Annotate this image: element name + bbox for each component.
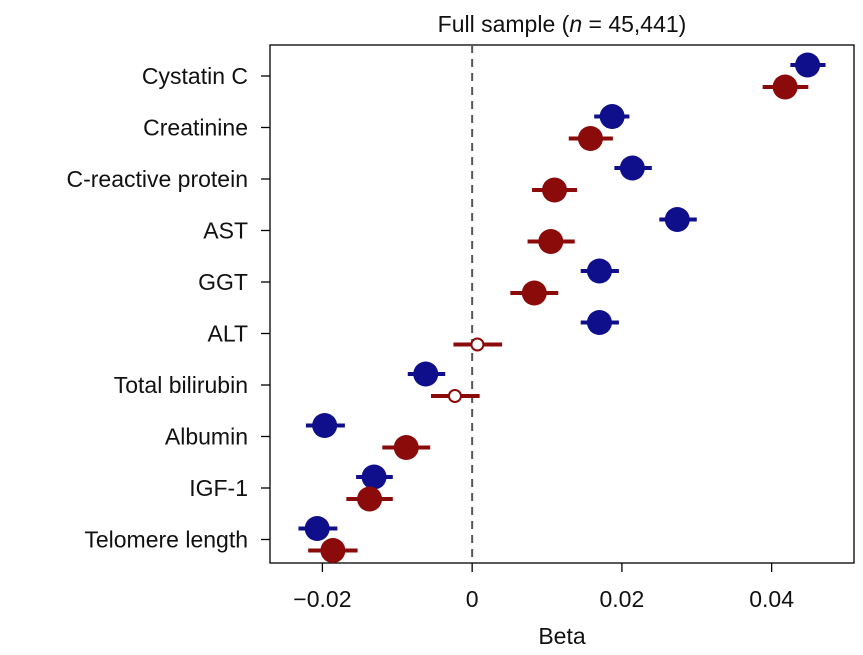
point-marker [542,177,568,203]
data-point [568,126,613,151]
data-point [790,52,826,78]
x-axis-title: Beta [538,623,586,649]
point-marker [413,361,439,387]
y-tick-label: Cystatin C [142,63,248,89]
point-marker [772,74,798,100]
data-point [453,337,503,352]
plot-frame [269,44,855,564]
x-axis: −0.02 0 0.02 0.04 [293,563,794,612]
data-point [356,464,393,490]
y-tick-label: Telomere length [84,527,248,553]
point-marker [357,486,383,512]
point-marker [521,280,547,306]
y-tick-label: C-reactive protein [66,166,248,192]
data-point [382,435,431,460]
data-point [430,389,480,403]
x-tick-label: 0.02 [600,586,645,612]
y-tick-label: Albumin [165,424,248,450]
data-point [614,155,652,181]
data-point [407,361,446,387]
y-tick-label: Total bilirubin [114,372,248,398]
point-marker [795,52,821,78]
y-tick-label: ALT [208,321,248,347]
data-point [308,538,358,563]
point-marker [577,126,603,151]
point-marker [361,464,387,490]
data-point [305,413,345,438]
point-marker [304,516,330,541]
data-point [580,310,619,335]
point-marker [664,207,690,232]
point-marker-open [470,337,485,352]
x-tick-label: 0.04 [749,586,794,612]
data-point [298,516,338,541]
data-point [580,258,619,284]
data-point [762,74,809,100]
x-tick-label: −0.02 [293,586,351,612]
data-point [659,207,697,232]
point-marker [586,310,612,335]
point-marker [619,155,645,181]
title-n: n [569,11,582,37]
title-prefix: Full sample ( [438,11,570,37]
data-point [532,177,577,203]
y-tick-label: Creatinine [143,115,248,141]
point-marker-open [447,389,462,403]
point-marker [393,435,419,460]
title-suffix: = 45,441) [582,11,686,37]
data-point [527,229,575,254]
y-tick-label: AST [203,218,248,244]
y-tick-label: IGF-1 [189,475,248,501]
point-marker [586,258,612,284]
y-tick-label: GGT [198,269,248,295]
y-axis: Cystatin C Creatinine C-reactive protein AS… [66,63,270,553]
point-marker [599,104,625,129]
point-marker [320,538,346,563]
point-marker [538,229,564,254]
point-marker [312,413,338,438]
chart-title: Full sample (n = 45,441) [438,11,687,37]
data-point [594,104,630,129]
data-marks [298,52,826,563]
data-point [510,280,559,306]
x-tick-label: 0 [466,586,479,612]
data-point [346,486,393,512]
